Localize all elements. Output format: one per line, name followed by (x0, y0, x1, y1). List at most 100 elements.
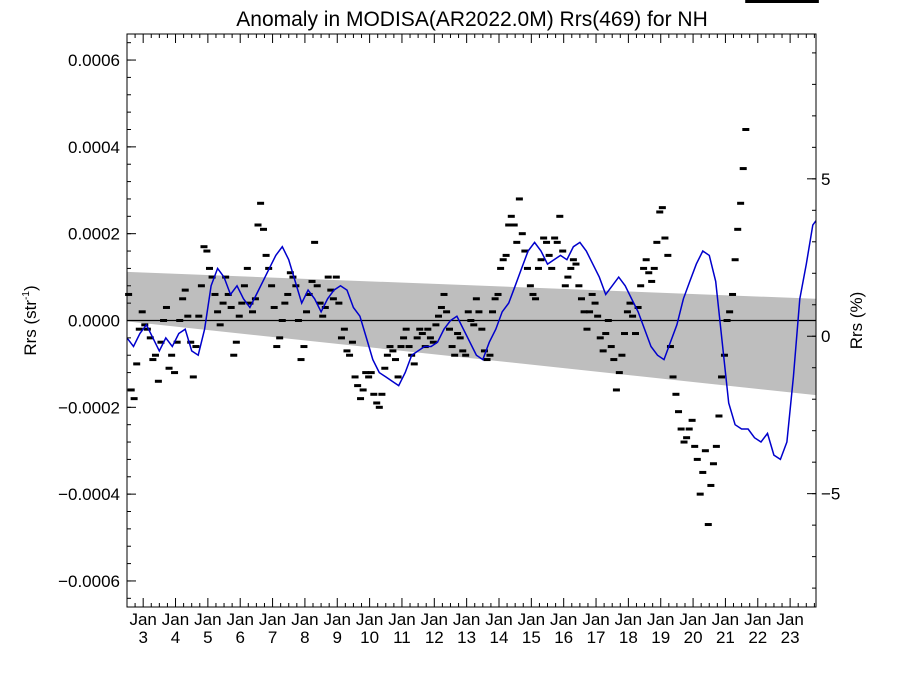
data-point (141, 323, 149, 327)
data-point (413, 336, 421, 340)
data-point (437, 305, 445, 309)
data-point (343, 349, 351, 353)
data-point (346, 353, 354, 357)
data-point (494, 292, 502, 296)
data-point (429, 340, 437, 344)
data-point (375, 405, 383, 409)
data-point (693, 457, 701, 461)
data-point (515, 197, 523, 201)
data-point (675, 410, 683, 414)
data-point (499, 258, 507, 262)
data-point (335, 301, 343, 305)
data-point (734, 227, 742, 231)
data-point (640, 266, 648, 270)
x-tick-label-month: Jan (647, 610, 674, 629)
data-point (510, 223, 518, 227)
data-point (454, 332, 462, 336)
data-point (238, 301, 246, 305)
data-point (327, 288, 335, 292)
data-point (731, 258, 739, 262)
data-point (648, 279, 656, 283)
data-point (467, 319, 475, 322)
data-point (607, 345, 615, 349)
data-point (712, 444, 720, 448)
data-point (214, 310, 222, 314)
y2-tick-label: 0 (821, 327, 830, 346)
data-point (696, 492, 704, 496)
data-point (230, 353, 238, 357)
data-point (564, 275, 572, 279)
data-point (513, 240, 521, 244)
x-tick-label-year: 17 (587, 628, 606, 647)
data-point (389, 349, 397, 353)
y-tick-label: 0.0002 (68, 225, 120, 244)
data-point (699, 470, 707, 474)
data-point (192, 345, 200, 349)
data-point (464, 310, 472, 314)
x-tick-label-month: Jan (356, 610, 383, 629)
data-point (383, 353, 391, 357)
data-point (588, 292, 596, 296)
data-point (459, 349, 467, 353)
data-point (294, 319, 302, 322)
data-point (723, 319, 731, 322)
y-axis-title: Rrs (str-1) (21, 285, 40, 355)
x-tick-label-month: Jan (453, 610, 480, 629)
y-axis-title-superscript: -1 (21, 291, 32, 300)
data-point (394, 375, 402, 379)
data-point (270, 305, 278, 309)
x-tick-label-year: 4 (171, 628, 180, 647)
data-point (418, 332, 426, 336)
y-tick-label: −0.0004 (58, 485, 120, 504)
x-tick-label-year: 11 (393, 628, 411, 647)
data-point (483, 358, 491, 362)
data-point (340, 327, 348, 331)
data-point (154, 379, 162, 383)
data-point (456, 336, 464, 340)
data-point (569, 258, 577, 262)
data-point (634, 305, 642, 309)
y-tick-label: −0.0002 (58, 398, 120, 417)
data-point (311, 240, 319, 244)
data-point (632, 332, 640, 336)
x-tick-label-month: Jan (744, 610, 771, 629)
y2-axis-title: Rrs (%) (847, 292, 866, 350)
data-point (572, 262, 580, 266)
y-axis-title-close: ) (21, 285, 40, 291)
data-point (151, 353, 159, 357)
data-point (586, 310, 594, 314)
x-tick-label-year: 5 (203, 628, 212, 647)
data-point (580, 310, 588, 314)
data-point (370, 392, 378, 396)
data-point (718, 375, 726, 379)
data-point (203, 249, 211, 253)
data-point (373, 401, 381, 405)
data-point (561, 284, 569, 288)
data-point (529, 292, 537, 296)
data-point (701, 449, 709, 453)
data-point (268, 284, 276, 288)
y-axis-left: 0.0006 0.0004 0.0002 0.0000 −0.0002 −0.0004 −0… (58, 42, 136, 599)
data-point (658, 206, 666, 210)
data-point (446, 327, 454, 331)
data-point (276, 336, 284, 340)
data-point (666, 345, 674, 349)
data-point (416, 327, 424, 331)
x-tick-label-month: Jan (485, 610, 512, 629)
data-point (742, 128, 750, 131)
data-point (281, 301, 289, 305)
monthly-points (125, 0, 819, 527)
data-point (165, 366, 173, 370)
data-point (262, 253, 270, 257)
x-tick-label-year: 14 (490, 628, 509, 647)
x-tick-label-month: Jan (421, 610, 448, 629)
x-tick-label-year: 13 (457, 628, 476, 647)
data-point (629, 314, 637, 318)
data-point (381, 366, 389, 370)
y2-tick-label: −5 (821, 485, 840, 504)
data-point (737, 201, 745, 205)
data-point (491, 297, 499, 301)
data-point (685, 427, 693, 431)
data-point (602, 332, 610, 336)
data-point (596, 336, 604, 340)
